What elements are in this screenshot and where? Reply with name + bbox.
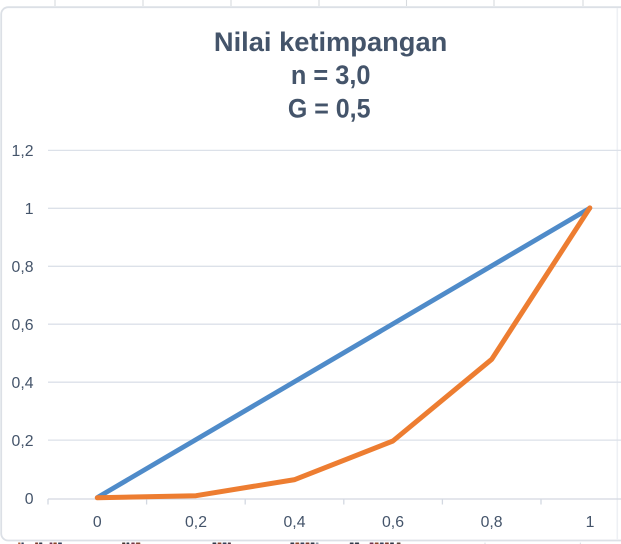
svg-text:1,2: 1,2 <box>12 143 34 160</box>
svg-text:0,8: 0,8 <box>481 514 503 531</box>
svg-text:0,6: 0,6 <box>12 317 34 334</box>
svg-text:0,8: 0,8 <box>12 259 34 276</box>
svg-text:0,4: 0,4 <box>12 375 34 392</box>
svg-text:0,2: 0,2 <box>12 433 34 450</box>
svg-text:1: 1 <box>25 201 34 218</box>
svg-text:0: 0 <box>93 514 102 531</box>
svg-text:0: 0 <box>25 491 34 508</box>
svg-text:1: 1 <box>586 514 595 531</box>
svg-text:0,2: 0,2 <box>185 514 207 531</box>
svg-text:0,6: 0,6 <box>382 514 404 531</box>
svg-text:n = 3,0: n = 3,0 <box>291 60 371 90</box>
svg-text:0,4: 0,4 <box>284 514 306 531</box>
svg-text:Nilai ketimpangan: Nilai ketimpangan <box>214 27 447 57</box>
svg-text:G = 0,5: G = 0,5 <box>288 94 371 124</box>
